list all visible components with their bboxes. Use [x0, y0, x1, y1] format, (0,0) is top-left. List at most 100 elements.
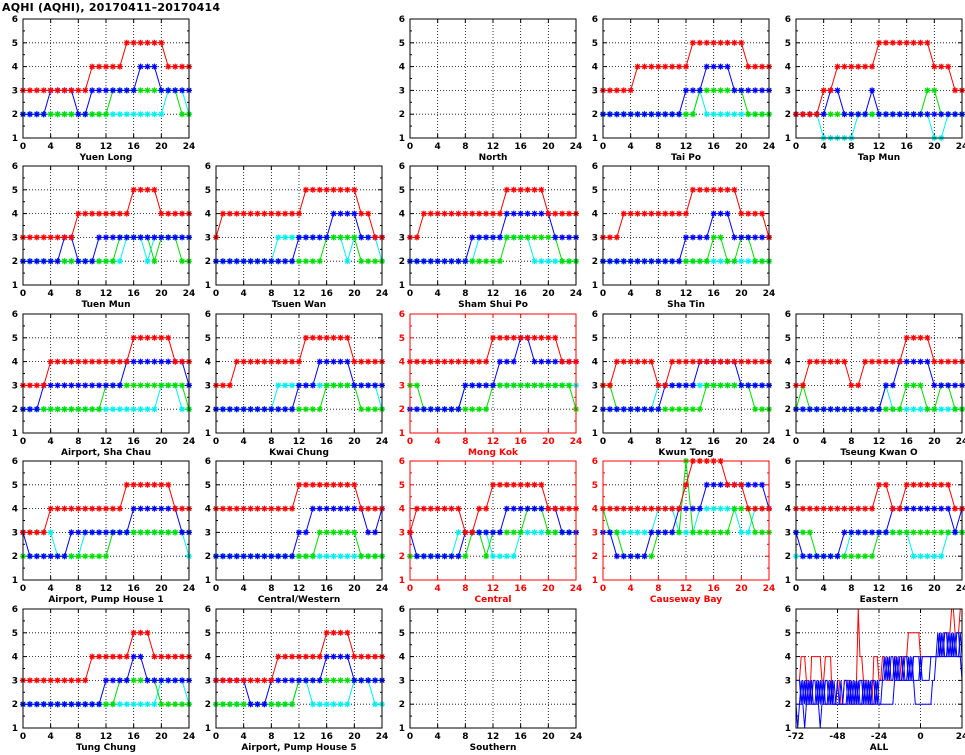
y-tick-label: 3 [12, 528, 18, 538]
data-point-marker [862, 529, 869, 536]
data-point-marker [172, 210, 179, 217]
y-tick-label: 1 [399, 134, 405, 144]
data-point-marker [296, 234, 302, 241]
data-point-marker [752, 505, 759, 512]
x-tick-label: 12 [487, 584, 500, 594]
series-line-cyan [23, 384, 189, 410]
data-point-marker [710, 529, 717, 536]
data-point-marker [662, 258, 669, 265]
data-point-marker [109, 529, 116, 536]
data-point-marker [696, 186, 703, 193]
data-point-marker [538, 334, 545, 341]
x-tick-label: 0 [20, 142, 26, 152]
y-tick-label: 1 [399, 281, 405, 291]
x-tick-label: 24 [570, 142, 583, 152]
data-point-marker [144, 481, 151, 488]
data-point-marker [710, 210, 717, 217]
data-point-marker [358, 553, 365, 560]
data-point-marker [309, 186, 316, 193]
data-point-marker [158, 529, 165, 536]
data-point-marker [103, 210, 109, 217]
x-tick-label: 20 [542, 142, 555, 152]
data-point-marker [358, 505, 365, 512]
x-tick-label: 4 [821, 584, 827, 594]
data-point-marker [116, 63, 123, 70]
data-point-marker [669, 210, 676, 217]
y-tick-label: 5 [592, 481, 598, 491]
data-point-marker [372, 529, 379, 536]
data-point-marker [75, 553, 82, 560]
x-tick-label: 0 [917, 732, 923, 742]
x-tick-label: 12 [487, 142, 500, 152]
data-point-marker [372, 677, 379, 684]
data-point-marker [296, 481, 302, 488]
data-point-marker [524, 382, 531, 389]
data-point-marker [676, 258, 683, 265]
plot-frame [602, 460, 770, 581]
data-point-marker [54, 358, 61, 365]
data-point-marker [61, 258, 68, 265]
y-tick-label: 6 [785, 310, 791, 320]
data-point-marker [151, 63, 158, 70]
data-point-marker [151, 481, 158, 488]
data-point-marker [731, 505, 738, 512]
y-tick-label: 6 [12, 162, 18, 172]
data-point-marker [358, 677, 365, 684]
data-point-marker [123, 39, 130, 46]
data-point-marker [82, 701, 89, 708]
data-point-marker [848, 111, 855, 118]
x-tick-label: 8 [462, 584, 468, 594]
data-point-marker [952, 87, 959, 94]
data-point-marker [606, 529, 613, 536]
data-point-marker [130, 653, 137, 660]
x-tick-label: 12 [100, 142, 113, 152]
data-point-marker [441, 505, 448, 512]
data-point-marker [47, 505, 54, 512]
data-point-marker [752, 210, 759, 217]
data-point-marker [813, 553, 820, 560]
data-point-marker [876, 481, 882, 488]
series-line-cyan [23, 236, 189, 263]
data-point-marker [441, 210, 448, 217]
y-tick-label: 5 [12, 481, 18, 491]
data-point-marker [889, 39, 896, 46]
data-point-marker [358, 358, 365, 365]
data-point-marker [330, 186, 337, 193]
panel-title: ALL [870, 743, 889, 753]
data-point-marker [710, 39, 717, 46]
y-tick-label: 2 [399, 700, 405, 710]
data-point-marker [531, 210, 538, 217]
data-point-marker [123, 701, 130, 708]
data-point-marker [54, 382, 61, 389]
panel-title: Tsuen Wan [272, 300, 326, 310]
data-point-marker [613, 358, 620, 365]
data-point-marker [96, 406, 103, 413]
y-tick-label: 4 [399, 358, 405, 368]
data-point-marker [752, 481, 759, 488]
data-point-marker [820, 358, 827, 365]
data-point-marker [130, 701, 137, 708]
data-point-marker [33, 382, 40, 389]
data-point-marker [759, 358, 766, 365]
data-point-marker [620, 406, 627, 413]
data-point-marker [40, 234, 47, 241]
data-point-marker [869, 505, 876, 512]
data-point-marker [372, 505, 379, 512]
y-tick-label: 1 [592, 134, 598, 144]
data-point-marker [676, 63, 683, 70]
data-point-marker [703, 529, 710, 536]
data-point-marker [683, 63, 689, 70]
data-point-marker [683, 406, 689, 413]
data-point-marker [869, 87, 876, 94]
data-point-marker [627, 210, 634, 217]
panel-title: Tseung Kwan O [840, 448, 918, 458]
data-point-marker [745, 111, 752, 118]
data-point-marker [799, 382, 806, 389]
data-point-marker [869, 553, 876, 560]
data-point-marker [476, 406, 483, 413]
data-point-marker [54, 111, 61, 118]
data-point-marker [351, 677, 358, 684]
data-point-marker [344, 234, 351, 241]
data-point-marker [738, 258, 745, 265]
data-point-marker [696, 87, 703, 94]
